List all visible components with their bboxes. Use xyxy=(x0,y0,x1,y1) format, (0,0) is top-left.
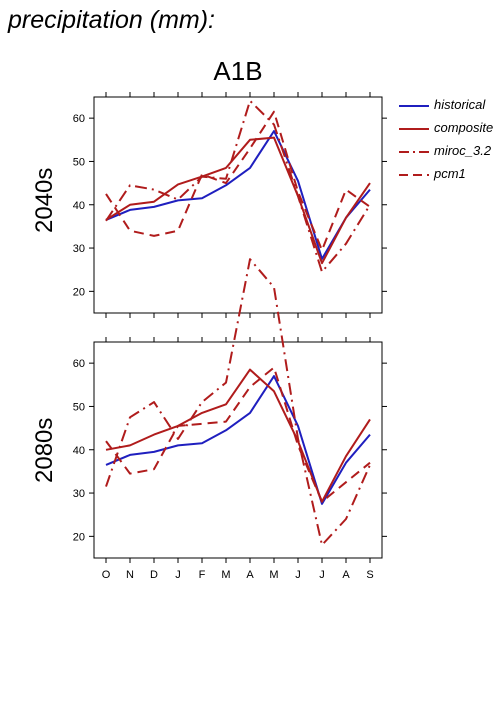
x-tick-label: M xyxy=(269,569,278,581)
x-tick-label: F xyxy=(199,569,206,581)
y-tick-label: 20 xyxy=(73,531,85,543)
y-tick-label: 40 xyxy=(73,200,85,212)
series-line-pcm1 xyxy=(105,366,371,503)
series-line-miroc-3-2 xyxy=(105,258,371,546)
legend-label-miroc: miroc_3.2 xyxy=(434,143,492,158)
panel-label-2080s: 2080s xyxy=(31,417,58,483)
series-line-pcm1 xyxy=(105,110,371,252)
series-line-composite xyxy=(105,368,371,503)
legend-label-composite: composite xyxy=(434,120,494,135)
legend-item-miroc: miroc_3.2 xyxy=(398,142,501,165)
x-tick-label: O xyxy=(102,569,111,581)
legend-swatch-historical xyxy=(399,105,429,107)
y-tick-label: 60 xyxy=(73,113,85,125)
y-tick-label: 50 xyxy=(73,156,85,168)
y-tick-label: 20 xyxy=(73,286,85,298)
legend-label-pcm1: pcm1 xyxy=(434,166,466,181)
series-line-historical xyxy=(105,375,371,505)
legend-label-historical: historical xyxy=(434,97,486,112)
series-line-historical xyxy=(105,130,371,260)
legend-item-composite: composite xyxy=(398,119,501,142)
legend-swatch-pcm1 xyxy=(399,174,429,176)
y-tick-label: 30 xyxy=(73,243,85,255)
y-tick-label: 60 xyxy=(73,358,85,370)
x-tick-label: J xyxy=(175,569,181,581)
legend-item-historical: historical xyxy=(398,96,501,119)
x-tick-label: A xyxy=(342,569,350,581)
x-tick-label: J xyxy=(295,569,301,581)
legend-swatch-miroc xyxy=(399,151,429,153)
y-tick-label: 50 xyxy=(73,401,85,413)
plot-frame xyxy=(93,341,383,559)
series-line-composite xyxy=(105,136,371,265)
y-tick-label: 30 xyxy=(73,488,85,500)
x-tick-label: D xyxy=(150,569,158,581)
legend-swatch-composite xyxy=(399,128,429,130)
legend: historical composite miroc_3.2 pcm1 xyxy=(398,96,501,188)
scenario-title: A1B xyxy=(213,56,263,86)
x-tick-label: M xyxy=(221,569,230,581)
y-tick-label: 40 xyxy=(73,445,85,457)
x-tick-label: S xyxy=(366,569,373,581)
x-tick-label: J xyxy=(319,569,325,581)
legend-item-pcm1: pcm1 xyxy=(398,165,501,188)
page-title: precipitation (mm): xyxy=(8,6,215,34)
plot-frame xyxy=(93,96,383,314)
x-tick-label: A xyxy=(246,569,254,581)
panel-label-2040s: 2040s xyxy=(31,167,58,233)
x-tick-label: N xyxy=(126,569,134,581)
